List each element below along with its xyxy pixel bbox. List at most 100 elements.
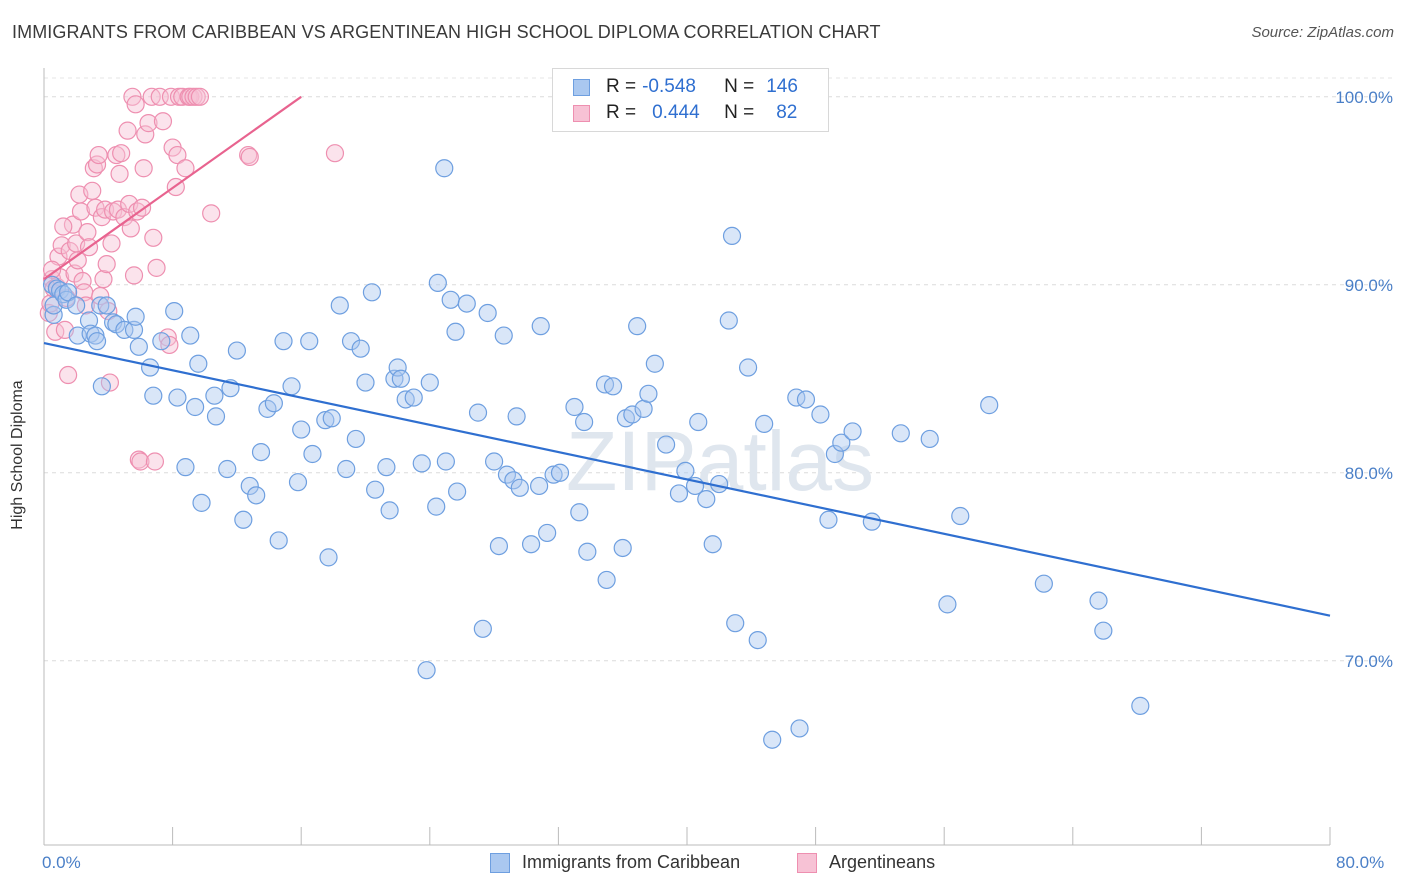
caribbean-point	[124, 320, 144, 340]
caribbean-point	[319, 548, 338, 567]
caribbean-point	[1089, 591, 1108, 610]
caribbean-point	[796, 390, 816, 409]
argentinean-point	[139, 114, 158, 133]
argentinean-point	[78, 223, 97, 242]
caribbean-point	[575, 412, 594, 432]
caribbean-point	[97, 296, 116, 315]
argentineans-points	[39, 87, 345, 471]
caribbean-point	[832, 433, 851, 452]
caribbean-point	[428, 273, 447, 293]
caribbean-point	[377, 458, 396, 477]
argentinean-point	[190, 87, 210, 106]
argentinean-point	[94, 270, 113, 289]
caribbean-point	[510, 478, 529, 497]
caribbean-point	[292, 420, 311, 439]
argentinean-point	[134, 159, 153, 178]
caribbean-point	[427, 497, 446, 516]
caribbean-point	[362, 283, 382, 302]
caribbean-point	[1131, 696, 1150, 715]
bottom-legend-swatch-pink	[797, 852, 817, 873]
argentinean-point	[325, 144, 345, 163]
argentinean-point	[83, 181, 102, 200]
caribbean-point	[530, 476, 549, 496]
caribbean-point	[639, 384, 658, 403]
caribbean-point	[521, 535, 541, 554]
caribbean-point	[597, 570, 616, 590]
caribbean-point	[435, 159, 454, 178]
caribbean-point	[92, 377, 111, 396]
caribbean-point	[251, 443, 271, 462]
argentinean-point	[124, 266, 144, 285]
bottom-legend-caribbean: Immigrants from Caribbean	[490, 852, 740, 873]
caribbean-point	[420, 373, 439, 392]
caribbean-point	[628, 317, 647, 336]
caribbean-point	[404, 388, 423, 407]
caribbean-point	[115, 320, 134, 340]
axes	[43, 68, 1331, 846]
caribbean-point	[468, 403, 488, 422]
caribbean-point	[578, 542, 597, 561]
caribbean-point	[697, 489, 716, 509]
caribbean-point	[550, 463, 570, 482]
legend-row-argentineans: R = 0.444 N = 82	[573, 101, 797, 125]
caribbean-point	[79, 311, 99, 330]
caribbean-point	[346, 429, 365, 449]
argentinean-point	[76, 296, 95, 315]
caribbean-point	[748, 630, 767, 650]
caribbean-point	[152, 332, 171, 351]
caribbean-point	[181, 326, 200, 345]
legend-n-value: 146	[766, 76, 798, 97]
caribbean-point	[603, 377, 623, 396]
legend-swatch-pink	[573, 104, 590, 122]
bottom-legend-swatch-blue	[490, 852, 510, 873]
caribbean-point	[634, 399, 653, 418]
caribbean-point	[126, 307, 145, 326]
caribbean-point	[247, 486, 266, 505]
source-label: Source: ZipAtlas.com	[1251, 24, 1394, 41]
argentinean-trend-line	[43, 95, 302, 281]
caribbean-point	[531, 317, 550, 336]
caribbean-point	[843, 422, 862, 441]
caribbean-trend-line	[43, 341, 1331, 617]
caribbean-point	[1034, 574, 1053, 593]
caribbean-point	[719, 311, 738, 330]
caribbean-point	[819, 510, 838, 529]
caribbean-point	[388, 358, 407, 377]
caribbean-point	[330, 296, 349, 315]
caribbean-point	[356, 373, 375, 392]
caribbean-point	[862, 512, 881, 531]
argentinean-point	[59, 365, 78, 385]
argentinean-point	[118, 121, 137, 140]
argentinean-point	[102, 234, 121, 253]
argentinean-point	[168, 145, 187, 165]
caribbean-point	[570, 503, 589, 522]
caribbean-point	[669, 484, 689, 503]
caribbean-point	[504, 471, 523, 490]
caribbean-point	[790, 719, 809, 738]
argentinean-point	[73, 271, 92, 291]
argentinean-point	[87, 155, 107, 174]
legend-n-label: N =	[724, 76, 755, 97]
argentinean-point	[108, 200, 128, 219]
caribbean-point	[689, 412, 708, 432]
caribbean-point	[412, 454, 431, 473]
legend-r-label: R =	[606, 76, 637, 97]
caribbean-point	[825, 444, 844, 464]
legend-n-value: 82	[776, 102, 798, 123]
caribbean-point	[192, 493, 211, 512]
legend-r-value: 0.444	[652, 102, 700, 123]
caribbean-point	[980, 396, 999, 415]
argentinean-point	[131, 452, 150, 471]
caribbean-point	[274, 332, 293, 351]
caribbean-point	[87, 332, 107, 351]
caribbean-point	[538, 523, 557, 543]
legend-r-label: R =	[606, 102, 637, 123]
argentinean-point	[54, 217, 73, 236]
caribbean-point	[485, 452, 504, 471]
y-axis-label: High School Diploma	[9, 380, 26, 530]
argentinean-point	[153, 112, 173, 131]
argentinean-point	[42, 260, 62, 279]
caribbean-point	[206, 407, 226, 426]
legend: R = -0.548 N = 146 R = 0.444 N = 82	[552, 68, 829, 132]
